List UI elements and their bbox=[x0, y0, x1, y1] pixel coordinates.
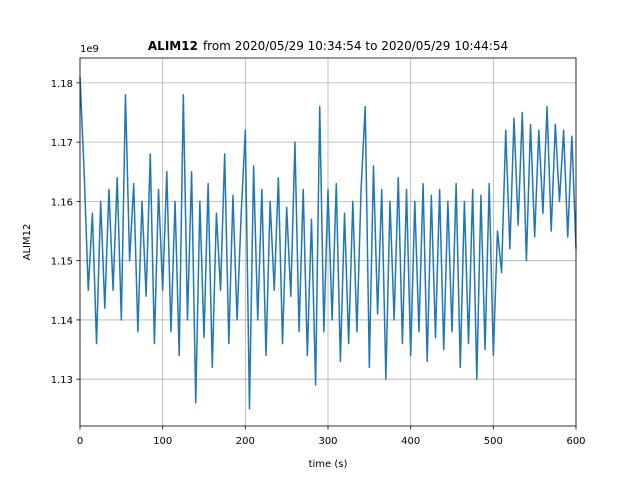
y-axis-label: ALIM12 bbox=[22, 224, 33, 261]
y-offset-label: 1e9 bbox=[80, 44, 99, 55]
x-tick-label: 400 bbox=[401, 436, 420, 447]
title-rest: from 2020/05/29 10:34:54 to 2020/05/29 1… bbox=[203, 39, 508, 53]
data-line bbox=[79, 76, 577, 410]
y-tick-label: 1.16 bbox=[51, 197, 73, 208]
x-tick-label: 200 bbox=[236, 436, 255, 447]
x-tick-label: 500 bbox=[484, 436, 503, 447]
x-tick-label: 300 bbox=[318, 436, 337, 447]
x-tick-label: 0 bbox=[77, 436, 83, 447]
chart-title: ALIM12 from 2020/05/29 10:34:54 to 2020/0… bbox=[148, 39, 508, 53]
y-tick-label: 1.18 bbox=[51, 79, 73, 90]
x-axis-label: time (s) bbox=[309, 459, 348, 470]
axes-frame bbox=[79, 57, 577, 427]
y-tick-label: 1.14 bbox=[51, 316, 73, 327]
y-tick-label: 1.13 bbox=[51, 375, 73, 386]
y-tick-label: 1.17 bbox=[51, 138, 73, 149]
title-bold: ALIM12 bbox=[148, 39, 198, 53]
x-tick-label: 600 bbox=[566, 436, 585, 447]
x-tick-label: 100 bbox=[153, 436, 172, 447]
y-tick-label: 1.15 bbox=[51, 257, 73, 268]
